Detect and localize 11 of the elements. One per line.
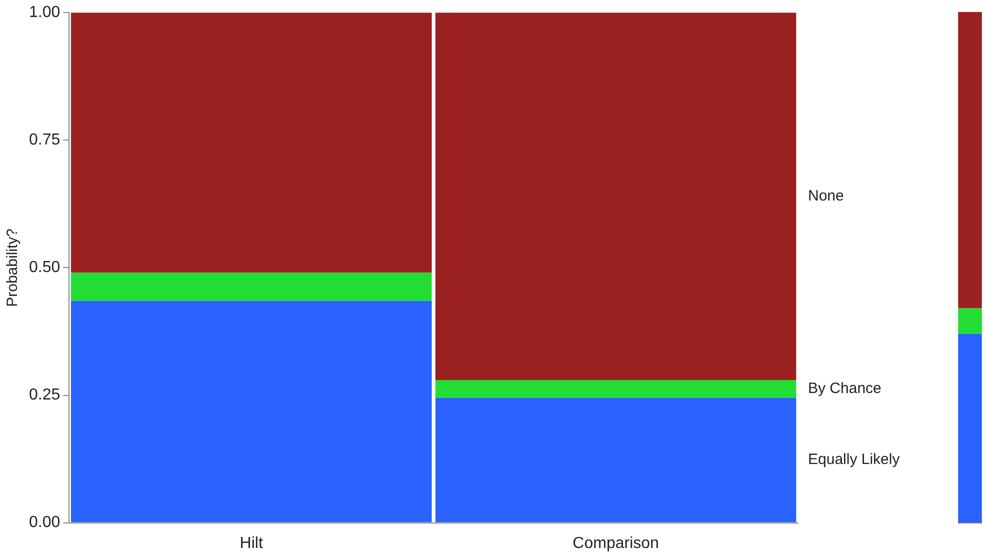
y-tick-label: 0.25	[29, 386, 60, 404]
x-tick-label: Comparison	[572, 534, 659, 552]
series-label: None	[808, 187, 844, 204]
y-tick-label: 1.00	[29, 4, 60, 22]
y-tick-label: 0.00	[29, 514, 60, 532]
series-label: By Chance	[808, 380, 882, 398]
y-tick-label: 0.75	[29, 132, 60, 149]
series-label: Equally Likely	[808, 451, 900, 468]
y-axis-title: Probability?	[4, 228, 22, 307]
y-tick-label: 0.50	[29, 259, 60, 276]
x-tick-label: Hilt	[240, 534, 264, 552]
